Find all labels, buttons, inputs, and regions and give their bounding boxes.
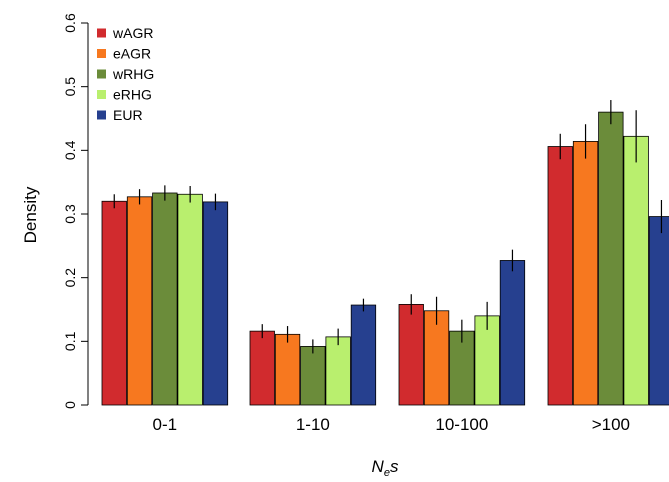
legend-item: eAGR [97,46,151,62]
legend-label: EUR [113,107,143,123]
legend-label: wAGR [112,25,153,41]
bar-group [249,298,377,406]
y-axis-label: Density [21,186,40,243]
bar [274,333,301,406]
legend-item: eRHG [97,87,152,103]
y-tick-label: 0.1 [62,331,78,351]
bar [126,196,153,406]
x-axis-label-main: N [372,457,385,476]
bar [547,146,573,406]
y-axis: 0 0.1 0.2 0.3 0.4 0.5 0.6 [62,13,89,409]
y-tick-label: 0 [62,401,78,409]
bar [152,192,178,406]
x-axis: 0-1 1-10 10-100 >100 [153,415,630,434]
y-tick-label: 0.2 [62,268,78,288]
legend-label: wRHG [112,66,154,82]
legend-swatch [97,90,106,99]
bar [300,346,326,406]
bar [449,330,475,406]
bar [572,141,599,406]
bar [101,200,127,406]
bar [623,135,649,406]
y-tick-label: 0.4 [62,140,78,160]
x-axis-label-suffix: s [390,457,399,476]
legend-swatch [97,110,106,120]
legend-label: eRHG [113,87,152,103]
legend-swatch [97,69,106,79]
bar [398,304,424,406]
y-tick-label: 0.5 [62,77,78,97]
legend-label: eAGR [113,46,151,62]
x-tick-label: 0-1 [153,415,178,434]
bar [598,111,624,406]
legend-item: wAGR [97,25,153,41]
y-tick-label: 0.6 [62,13,78,33]
bar-group [398,249,526,406]
bar [423,310,450,406]
x-tick-label: 1-10 [296,415,330,434]
bar-group [547,100,669,406]
bar [177,193,203,406]
bar [249,330,275,406]
legend-swatch [97,49,106,58]
bar-groups [101,100,669,406]
legend-item: EUR [97,107,143,123]
bar [648,216,669,406]
legend-swatch [97,28,106,38]
bar [325,336,351,406]
bar [499,260,526,406]
legend: wAGR eAGR wRHG eRHG EUR [97,25,154,123]
x-tick-label: >100 [592,415,630,434]
x-tick-label: 10-100 [435,415,488,434]
bar-group [101,185,229,406]
x-axis-label-subscript: e [384,467,390,479]
x-axis-label: Nes [372,457,399,479]
bar [202,201,229,406]
legend-item: wRHG [97,66,154,82]
bar [350,304,377,406]
y-tick-label: 0.3 [62,204,78,224]
bar [474,315,500,406]
